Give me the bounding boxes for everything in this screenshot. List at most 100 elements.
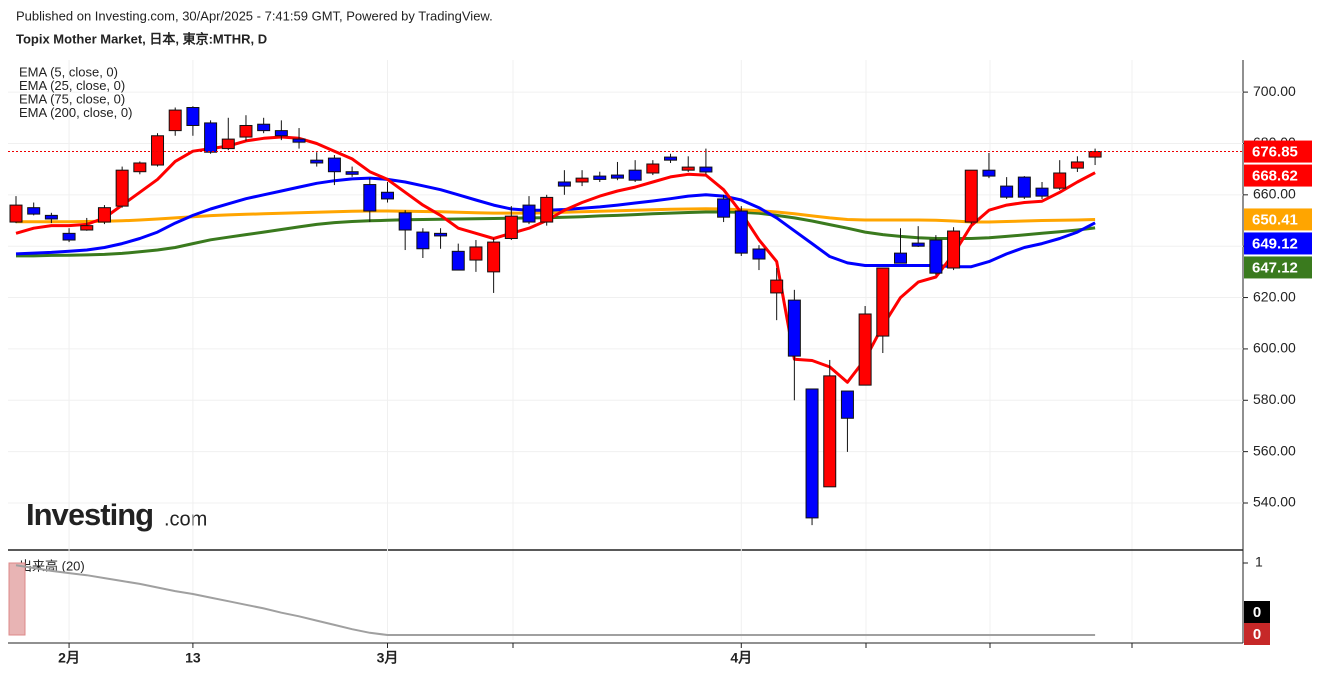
candle-body xyxy=(363,184,377,212)
price-label-box xyxy=(1244,164,1312,187)
candle-body xyxy=(62,232,76,241)
legend-entry: EMA (5, close, 0) xyxy=(19,64,118,79)
candle-body xyxy=(840,390,854,419)
candle-body xyxy=(664,156,678,161)
price-label: 668.62 xyxy=(1252,168,1298,185)
ema-line xyxy=(15,176,1096,269)
ema-line xyxy=(16,207,1096,224)
candle-body xyxy=(681,166,695,171)
legend-entry: EMA (200, close, 0) xyxy=(19,105,132,120)
y-tick-label: 660.00 xyxy=(1253,186,1296,202)
watermark-brand: Investing xyxy=(26,497,153,532)
candle-body xyxy=(540,196,554,223)
legend-entry: EMA (75, close, 0) xyxy=(19,91,125,106)
x-tick-label: 3月 xyxy=(377,650,399,666)
candle-body xyxy=(504,215,518,239)
candle-body xyxy=(9,204,23,223)
candle-body xyxy=(469,246,483,261)
candle-body xyxy=(416,231,430,250)
candle-body xyxy=(752,248,766,260)
candle-body xyxy=(876,267,890,337)
watermark-suffix: .com xyxy=(164,508,207,530)
candle-body xyxy=(310,159,324,164)
y-tick-label: 580.00 xyxy=(1253,391,1296,407)
candle-body xyxy=(734,210,748,254)
candle-body xyxy=(646,163,660,174)
candle-body xyxy=(557,181,571,187)
candle-body xyxy=(787,299,801,357)
candle-body xyxy=(186,107,200,126)
candle-body xyxy=(398,212,412,231)
candle-body xyxy=(929,239,943,274)
published-note: Published on Investing.com, 30/Apr/2025 … xyxy=(16,8,493,23)
candle-body xyxy=(610,174,624,179)
candle-body xyxy=(1000,185,1014,198)
price-label: 676.85 xyxy=(1252,144,1298,161)
candle-body xyxy=(593,175,607,180)
candle-body xyxy=(204,122,218,153)
candle-body xyxy=(894,252,907,264)
candle-body xyxy=(947,230,961,269)
candle-body xyxy=(292,138,306,143)
candle-body xyxy=(239,124,253,138)
candle-body xyxy=(1017,176,1031,198)
candle-body xyxy=(151,135,165,166)
candle-body xyxy=(487,241,501,273)
price-label: 649.12 xyxy=(1252,235,1298,252)
candle-body xyxy=(168,109,182,132)
candle-body xyxy=(717,198,731,218)
candle-body xyxy=(434,232,448,237)
ema-line xyxy=(16,210,1096,258)
candle-body xyxy=(1070,161,1084,169)
volume-label-box xyxy=(1244,623,1270,645)
candle-body xyxy=(858,313,872,386)
legend-entry: EMA (25, close, 0) xyxy=(19,78,125,93)
candle-body xyxy=(911,242,925,247)
candle-body xyxy=(221,138,235,150)
x-tick-label: 13 xyxy=(185,650,201,666)
candle-body xyxy=(770,279,784,294)
candle-body xyxy=(964,169,978,223)
candle-body xyxy=(451,250,465,271)
ema-lines xyxy=(15,135,1096,384)
candle-body xyxy=(1088,151,1102,158)
y-tick-label: 1 xyxy=(1255,554,1263,570)
volume-label-box xyxy=(1244,601,1270,623)
volume-value-label: 0 xyxy=(1253,626,1261,643)
candle-body xyxy=(345,171,359,175)
volume-ma xyxy=(15,564,1096,636)
candle-body xyxy=(522,204,536,223)
candle-body xyxy=(628,169,642,181)
price-label: 650.41 xyxy=(1252,211,1298,228)
candle-body xyxy=(133,162,147,173)
y-tick-label: 600.00 xyxy=(1253,340,1296,356)
candle-body xyxy=(27,207,41,215)
candle-body xyxy=(44,214,58,220)
candle-body xyxy=(380,191,394,200)
candle-body xyxy=(97,207,111,223)
price-label-box xyxy=(1244,140,1312,163)
symbol-title: Topix Mother Market, 日本, 東京:MTHR, D xyxy=(16,31,267,46)
candle-body xyxy=(1035,187,1049,197)
price-label-box xyxy=(1244,208,1312,231)
price-label-box xyxy=(1244,232,1312,255)
candle-body xyxy=(1053,172,1067,189)
y-tick-label: 560.00 xyxy=(1253,442,1296,458)
price-label-box xyxy=(1244,256,1312,279)
volume-bar xyxy=(8,562,26,636)
candle-body xyxy=(115,169,129,207)
volume-value-label: 0 xyxy=(1253,604,1261,621)
x-tick-label: 2月 xyxy=(58,650,80,666)
candle-body xyxy=(80,225,94,231)
y-tick-label: 700.00 xyxy=(1253,83,1296,99)
volume-label: 出来高 (20) xyxy=(19,558,85,573)
y-tick-label: 620.00 xyxy=(1253,288,1296,304)
candle-body xyxy=(823,375,837,488)
candle-body xyxy=(274,130,288,137)
candle-body xyxy=(982,169,996,177)
candle-body xyxy=(699,166,713,173)
ema-line xyxy=(15,135,1096,384)
price-label: 647.12 xyxy=(1252,259,1298,276)
